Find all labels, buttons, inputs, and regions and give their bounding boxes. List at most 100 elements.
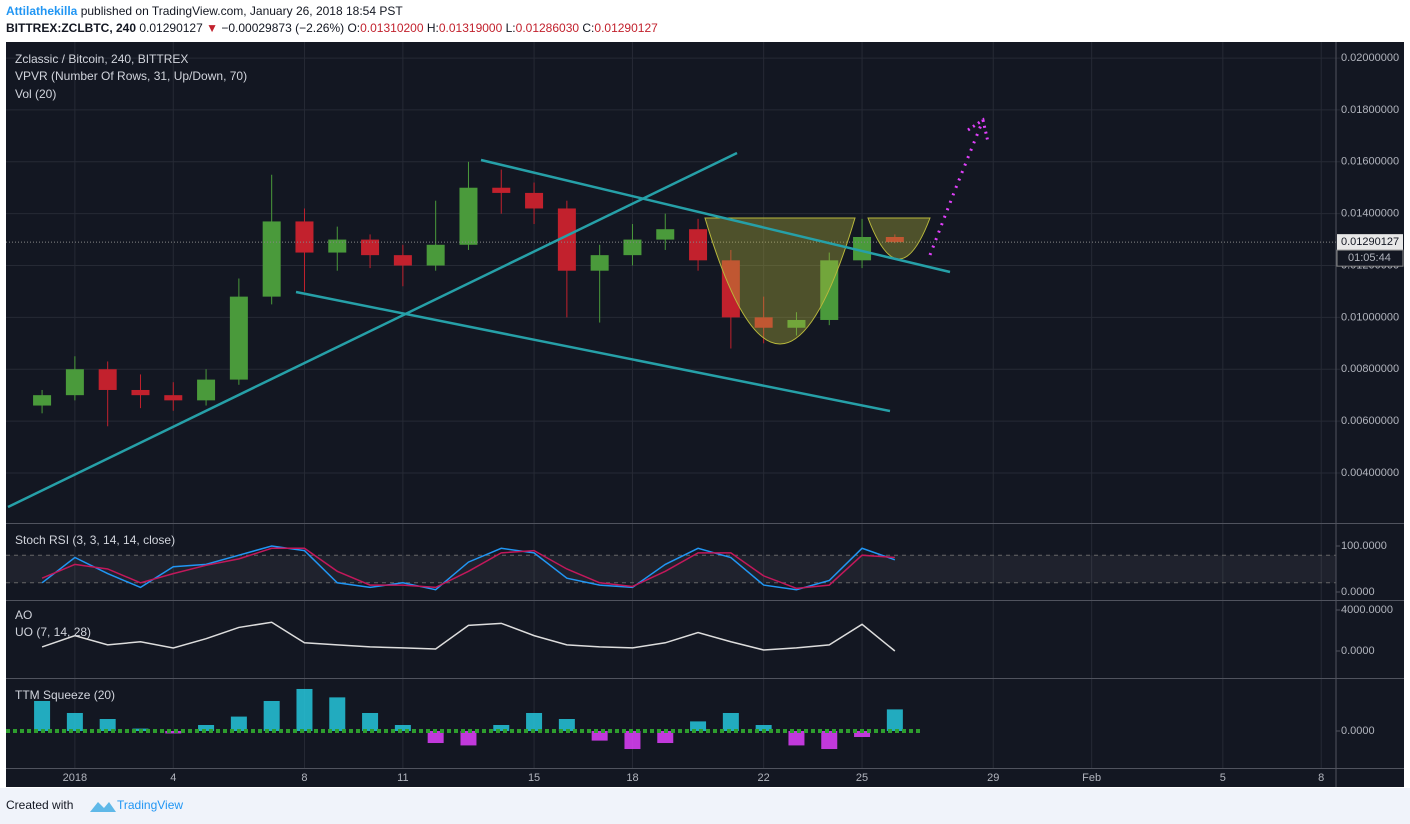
y-tick-label: 0.0000 (1341, 586, 1375, 598)
y-tick-label: 0.00400000 (1341, 467, 1399, 479)
y-tick-label: 0.01000000 (1341, 311, 1399, 323)
candle-body (393, 255, 412, 266)
candle-body (229, 296, 248, 380)
candle-body (525, 192, 544, 209)
published: published on TradingView.com, January 26… (77, 4, 403, 18)
candle-body (459, 187, 478, 245)
c-value: 0.01290127 (594, 21, 658, 35)
x-tick-label: 8 (1318, 772, 1324, 784)
histogram-bar (526, 712, 543, 732)
candle-body (33, 395, 52, 406)
candle-body (361, 239, 380, 256)
trend-line (480, 158, 951, 274)
series-line (41, 547, 895, 590)
candle-body (885, 236, 904, 243)
header-line-2: BITTREX:ZCLBTC, 240 0.01290127 ▼ −0.0002… (6, 21, 658, 35)
candle-body (98, 369, 117, 390)
series-line (41, 621, 896, 652)
footer-created: Created with (6, 798, 73, 812)
marks-layer: 0.01290127 01:05:44 (6, 161, 1404, 750)
histogram-bar (591, 731, 608, 741)
candle-body (623, 239, 642, 256)
x-tick-label: Feb (1082, 772, 1101, 784)
histogram-bar (722, 712, 739, 732)
cup-shape (704, 217, 856, 345)
grid-layer: 2018 4 8 11 15 18 22 25 29 Feb 5 8 0.00400000 0.00600… (6, 42, 1399, 784)
histogram-bar (886, 709, 903, 732)
legend-entry: UO (7, 14, 28) (15, 625, 91, 639)
price: 0.01290127 (139, 21, 203, 35)
author[interactable]: Attilathekilla (6, 4, 78, 18)
c-label: C: (582, 21, 594, 35)
candle-body (492, 187, 511, 193)
arrow: ▼ (206, 21, 218, 35)
candle-body (754, 317, 773, 328)
last-price-label: 0.01290127 (1341, 236, 1399, 248)
footer-brand[interactable]: TradingView (117, 798, 183, 812)
histogram-bar (624, 731, 641, 750)
y-tick-label: 0.01600000 (1341, 156, 1399, 168)
chart-bg (6, 42, 1404, 787)
candle-body (689, 229, 708, 261)
h-value: 0.01319000 (439, 21, 503, 35)
chart-title: Zclassic / Bitcoin, 240, BITTREX (15, 52, 188, 66)
histogram-bar (460, 731, 477, 746)
x-tick-label: 4 (170, 772, 176, 784)
x-tick-label: 29 (987, 772, 999, 784)
y-tick-label: 0.02000000 (1341, 52, 1399, 64)
histogram-bar (66, 712, 83, 732)
trend-line (7, 151, 738, 509)
l-value: 0.01286030 (516, 21, 580, 35)
y-tick-label: 0.01400000 (1341, 208, 1399, 220)
panel-title: Stoch RSI (3, 3, 14, 14, close) (15, 533, 175, 547)
candle-body (853, 236, 872, 261)
x-tick-label: 5 (1220, 772, 1226, 784)
candle-body (590, 255, 609, 271)
histogram-bar (230, 716, 247, 732)
candle-body (295, 221, 314, 253)
histogram-bar (394, 725, 411, 732)
candle-body (197, 379, 216, 401)
indicator-label: VPVR (Number Of Rows, 31, Up/Down, 70) (15, 69, 247, 83)
o-value: 0.01310200 (360, 21, 424, 35)
o-label: O: (347, 21, 360, 35)
footer-bg (0, 788, 1410, 824)
y-tick-label: 0.01800000 (1341, 104, 1399, 116)
header-line-1: Attilathekilla published on TradingView.… (6, 4, 403, 18)
y-tick-label: 0.00600000 (1341, 415, 1399, 427)
y-tick-label: 4000.0000 (1341, 604, 1393, 616)
histogram-bar (198, 725, 215, 732)
x-tick-label: 25 (856, 772, 868, 784)
histogram-bar (493, 725, 510, 732)
histogram-bar (657, 731, 674, 744)
x-tick-label: 18 (626, 772, 638, 784)
y-tick-label: 0.00800000 (1341, 363, 1399, 375)
histogram-bar (165, 731, 182, 734)
candle-body (328, 239, 347, 253)
y-tick-label: 0.0000 (1341, 725, 1375, 737)
histogram-bar (821, 731, 838, 750)
candle-body (656, 229, 675, 240)
last-price-box (1337, 234, 1403, 251)
histogram-bar (558, 718, 575, 732)
h-label: H: (427, 21, 439, 35)
candle-body (164, 395, 183, 401)
histogram-bar (362, 712, 379, 732)
drawings (6, 117, 990, 733)
histogram-bar (329, 697, 346, 732)
histogram-bar (34, 700, 51, 732)
candle-body (65, 369, 84, 396)
l-label: L: (506, 21, 516, 35)
panel-title: TTM Squeeze (20) (15, 688, 115, 702)
countdown: 01:05:44 (1348, 252, 1391, 264)
x-tick-label: 15 (528, 772, 540, 784)
histogram-bar (788, 731, 805, 746)
histogram-bar (755, 725, 772, 732)
histogram-bar (427, 731, 444, 744)
panel-title: AO (15, 608, 32, 622)
countdown-box (1336, 249, 1404, 267)
histogram-bar (296, 688, 313, 732)
brand-logo[interactable] (90, 802, 116, 812)
indicator-label: Vol (20) (15, 87, 56, 101)
